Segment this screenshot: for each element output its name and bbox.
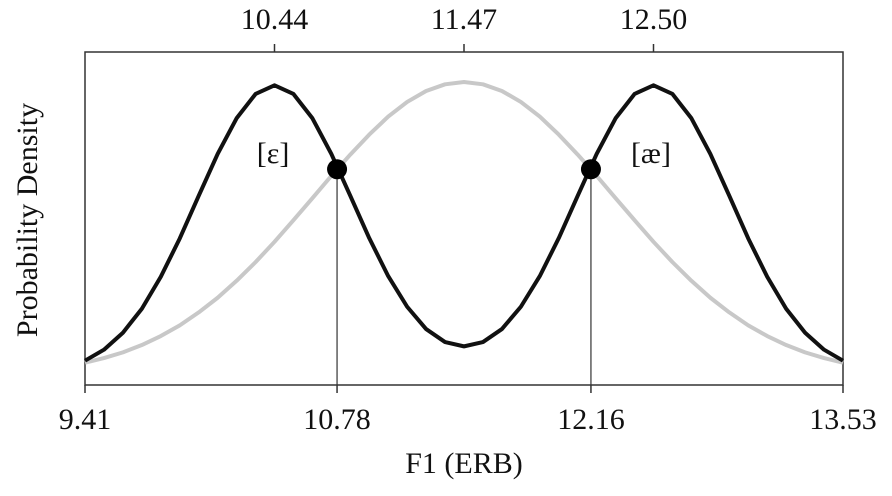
x2-tick-label: 10.44 (241, 3, 309, 36)
y-axis-label: Probability Density (11, 103, 44, 337)
density-curve (83, 83, 845, 363)
crossover-point (580, 159, 601, 180)
x-tick-label: 10.78 (303, 403, 371, 436)
x-tick-label: 12.16 (557, 403, 625, 436)
x-axis-label: F1 (ERB) (405, 447, 523, 480)
crossover-point (327, 159, 348, 180)
x-tick-label: 9.41 (59, 403, 112, 436)
vowel-label: [æ] (631, 137, 671, 170)
x-tick-label: 13.53 (809, 403, 877, 436)
density-curve (84, 79, 844, 365)
x2-tick-label: 11.47 (431, 3, 497, 36)
x2-tick-label: 12.50 (620, 3, 688, 36)
vowel-label: [ε] (257, 137, 290, 170)
plot-frame (84, 51, 844, 386)
